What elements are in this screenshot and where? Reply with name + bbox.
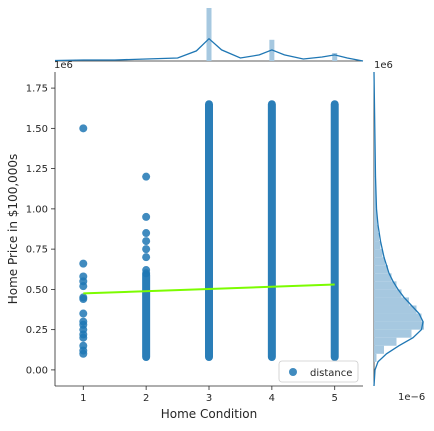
scatter-column — [142, 271, 150, 361]
scatter-point — [142, 245, 150, 253]
scatter-point — [79, 350, 87, 358]
scatter-point — [142, 253, 150, 261]
right-hist-bar — [374, 354, 377, 362]
legend: distance — [279, 361, 358, 382]
scatter-point — [79, 282, 87, 290]
x-tick-label: 4 — [269, 393, 275, 404]
right-hist-bar — [374, 289, 402, 297]
x-ticks: 1 2 3 4 5 — [80, 386, 338, 404]
right-hist-bar — [374, 241, 381, 249]
right-hist-bar — [374, 265, 388, 273]
right-hist-bar — [374, 233, 379, 241]
right-hist-bar — [374, 338, 397, 346]
scatter-point — [79, 260, 87, 268]
main-plot: 1 2 3 4 5 0.00 0.25 0.50 0.75 1.00 1.25 1.50 1.75 — [26, 72, 363, 404]
right-hist-bar — [374, 305, 417, 313]
y-tick-label: 0.25 — [26, 325, 48, 336]
right-hist-bar — [374, 249, 383, 257]
y-offset-label: 1e6 — [54, 60, 73, 71]
y-tick-label: 1.50 — [26, 124, 48, 135]
scatter-point — [142, 229, 150, 237]
scatter-point — [142, 173, 150, 181]
right-hist-bar — [374, 225, 378, 233]
scatter-point — [79, 310, 87, 318]
right-hist-bar — [374, 297, 409, 305]
right-hist-bar — [374, 346, 384, 354]
scatter-point — [79, 334, 87, 342]
right-hist-bar — [374, 330, 412, 338]
scatter-column — [205, 100, 213, 361]
scatter-column — [268, 100, 276, 361]
right-hist-bar — [374, 314, 422, 322]
top-marginal — [55, 8, 363, 61]
y-axis-label: Home Price in $100,000s — [6, 154, 20, 305]
scatter-point — [79, 295, 87, 303]
x-tick-label: 1 — [80, 393, 86, 404]
y-tick-label: 1.00 — [26, 204, 48, 215]
legend-marker — [289, 368, 297, 376]
scatter-point — [142, 213, 150, 221]
scatter-point — [142, 237, 150, 245]
x-tick-label: 3 — [206, 393, 212, 404]
x-tick-label: 2 — [143, 393, 149, 404]
right-offset-label: 1e6 — [374, 60, 393, 71]
right-bottom-offset-label: 1e−6 — [398, 392, 425, 403]
right-hist-bar — [374, 322, 424, 330]
x-axis-label: Home Condition — [161, 407, 258, 421]
y-tick-label: 1.25 — [26, 164, 48, 175]
legend-label: distance — [310, 368, 352, 379]
scatter-column — [331, 100, 339, 361]
right-hist-bar — [374, 257, 385, 265]
top-hist-bar — [207, 8, 212, 61]
y-tick-label: 0.00 — [26, 365, 48, 376]
right-marginal — [374, 72, 424, 386]
scatter-point — [79, 124, 87, 132]
x-tick-label: 5 — [332, 393, 338, 404]
y-tick-label: 1.75 — [26, 84, 48, 95]
y-ticks: 0.00 0.25 0.50 0.75 1.00 1.25 1.50 1.75 — [26, 84, 55, 377]
y-tick-label: 0.50 — [26, 285, 48, 296]
y-tick-label: 0.75 — [26, 245, 48, 256]
